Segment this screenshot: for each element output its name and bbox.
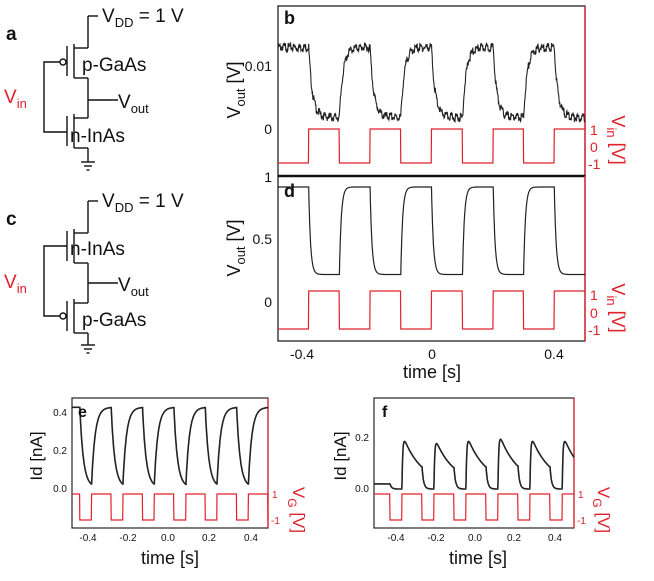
y-axis-label: Vout [V] [224, 61, 248, 118]
plot-frame [373, 397, 575, 529]
x-tick-label: -0.4 [387, 533, 405, 544]
x-tick-label: 0 [428, 346, 436, 362]
y-tick-label: 0.0 [355, 484, 369, 495]
y2-tick-label: -1 [577, 516, 586, 527]
y2-tick-label: 1 [590, 122, 598, 138]
y2-axis-label: VG [V] [590, 487, 613, 533]
input-wire [43, 61, 67, 133]
vdd-label-a: VDD = 1 V [102, 6, 184, 30]
x-axis-label: time [s] [403, 362, 461, 382]
y2-tick-label: 1 [578, 490, 584, 501]
y-axis-label: Vout [V] [224, 219, 248, 276]
input-wire [43, 245, 67, 317]
x-tick-label: -0.2 [427, 533, 445, 544]
vin-trace [278, 290, 585, 330]
x-tick-label: 0.4 [548, 533, 562, 544]
y-tick-label: 0 [264, 294, 272, 310]
y-tick-label: 0.2 [53, 446, 67, 457]
panel-label-f: f [382, 404, 388, 421]
y2-tick-label: -1 [588, 156, 601, 172]
vin-label-a: Vin [4, 87, 27, 111]
y-axis-label: Id [nA] [331, 431, 350, 480]
device-top-a: p-GaAs [82, 55, 146, 76]
y-axis-label: Id [nA] [27, 431, 46, 480]
vg-trace [374, 493, 574, 521]
chart-b: b 0 0.01 1 0 -1 Vout [V] Vin [V] [224, 5, 628, 177]
x-tick-label: 0.4 [244, 533, 258, 544]
y-tick-label: 0 [264, 121, 272, 137]
y2-tick-label: -1 [271, 516, 280, 527]
y-tick-label: 0.01 [245, 58, 272, 74]
x-tick-label: -0.4 [290, 346, 314, 362]
x-tick-label: 0.0 [161, 533, 175, 544]
panel-label-c: c [6, 209, 17, 230]
device-bottom-a: n-InAs [70, 126, 125, 147]
vout-label-c: Vout [118, 275, 149, 299]
vin-label-c: Vin [4, 272, 27, 296]
vout-trace [277, 41, 586, 124]
circuit-a [43, 15, 118, 171]
x-tick-label: 0.2 [202, 533, 216, 544]
plot-frame [71, 397, 269, 529]
y2-tick-label: 0 [590, 305, 598, 321]
chart-f: f 0.2 0.0 1 -1 -0.4 -0.2 0.0 0.2 0.4 tim… [331, 397, 613, 568]
y-tick-label: 1 [264, 169, 272, 185]
x-tick-label: 0.4 [544, 346, 564, 362]
gate-bubble [59, 312, 67, 320]
x-tick-label: 0.0 [468, 533, 482, 544]
y2-axis-label: Vin [V] [604, 283, 628, 332]
gate-bubble [59, 58, 67, 66]
panel-label-d: d [284, 181, 295, 201]
vdd-label-c: VDD = 1 V [102, 191, 184, 215]
chart-d: d 1 0.5 0 1 0 -1 -0.4 0 0.4 time [s] Vou… [224, 169, 628, 382]
x-axis-label: time [s] [449, 548, 507, 568]
circuit-c [43, 200, 118, 354]
panel-label-a: a [6, 24, 17, 45]
x-tick-label: -0.2 [119, 533, 137, 544]
y2-axis-label: VG [V] [285, 487, 308, 533]
panel-label-b: b [284, 8, 295, 28]
id-trace [72, 406, 268, 486]
y2-tick-label: 0 [590, 139, 598, 155]
device-bottom-c: p-GaAs [82, 310, 146, 331]
y-tick-label: 0.5 [253, 231, 273, 247]
y-tick-label: 0.2 [355, 433, 369, 444]
y-tick-label: 0.4 [53, 408, 67, 419]
vg-trace [72, 493, 269, 521]
x-axis-label: time [s] [141, 548, 199, 568]
vin-trace [278, 128, 585, 164]
y2-tick-label: 1 [590, 287, 598, 303]
device-top-c: n-InAs [70, 239, 125, 260]
id-trace [374, 438, 575, 490]
y-tick-label: 0.0 [53, 484, 67, 495]
y2-axis-label: Vin [V] [604, 115, 628, 164]
panel-label-e: e [78, 404, 87, 421]
vout-trace [278, 186, 585, 276]
chart-e: e 0.4 0.2 0.0 1 -1 -0.4 -0.2 0.0 0.2 0.4… [27, 397, 308, 568]
vout-label-a: Vout [118, 92, 149, 116]
x-tick-label: -0.4 [79, 533, 97, 544]
y2-tick-label: -1 [588, 322, 601, 338]
x-tick-label: 0.2 [507, 533, 521, 544]
y2-tick-label: 1 [272, 490, 278, 501]
